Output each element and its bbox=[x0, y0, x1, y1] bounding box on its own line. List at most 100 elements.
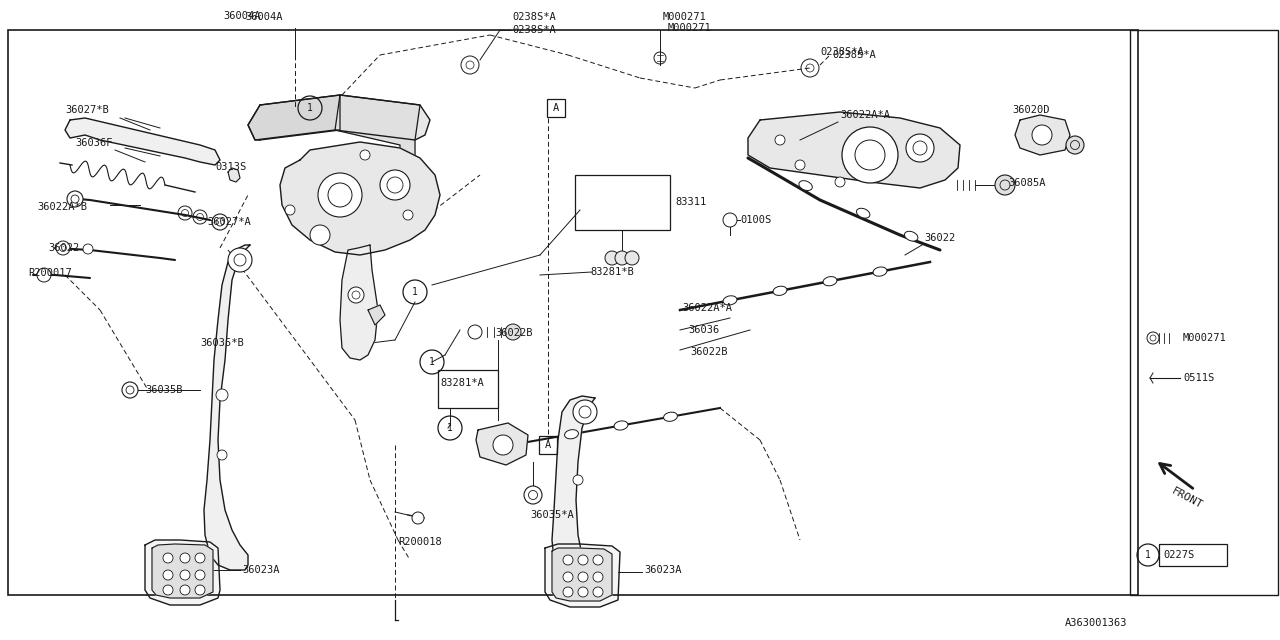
Text: 36023A: 36023A bbox=[644, 565, 681, 575]
Bar bbox=[1158, 544, 1228, 566]
Circle shape bbox=[163, 570, 173, 580]
Circle shape bbox=[180, 570, 189, 580]
Ellipse shape bbox=[799, 180, 813, 191]
Ellipse shape bbox=[723, 296, 737, 305]
Circle shape bbox=[310, 225, 330, 245]
Bar bbox=[539, 436, 557, 454]
Ellipse shape bbox=[614, 421, 628, 430]
Circle shape bbox=[212, 214, 228, 230]
Text: 1: 1 bbox=[429, 357, 435, 367]
Polygon shape bbox=[145, 540, 220, 605]
Text: 0100S: 0100S bbox=[740, 215, 772, 225]
Text: R200017: R200017 bbox=[28, 268, 72, 278]
Polygon shape bbox=[545, 544, 620, 607]
Circle shape bbox=[163, 553, 173, 563]
Polygon shape bbox=[248, 95, 340, 140]
Polygon shape bbox=[204, 245, 250, 570]
Ellipse shape bbox=[873, 267, 887, 276]
Circle shape bbox=[563, 555, 573, 565]
Polygon shape bbox=[1015, 115, 1070, 155]
Circle shape bbox=[795, 160, 805, 170]
Circle shape bbox=[195, 553, 205, 563]
Bar bbox=[547, 99, 564, 117]
Text: 1: 1 bbox=[412, 287, 419, 297]
Circle shape bbox=[163, 585, 173, 595]
Text: 36036: 36036 bbox=[689, 325, 719, 335]
Circle shape bbox=[579, 572, 588, 582]
Polygon shape bbox=[335, 95, 420, 185]
Text: 36004A: 36004A bbox=[223, 11, 261, 21]
Circle shape bbox=[995, 175, 1015, 195]
Text: 36036F: 36036F bbox=[76, 138, 113, 148]
Circle shape bbox=[723, 213, 737, 227]
Circle shape bbox=[285, 205, 294, 215]
Text: 36022: 36022 bbox=[49, 243, 79, 253]
Text: 0313S: 0313S bbox=[215, 162, 246, 172]
Ellipse shape bbox=[856, 208, 870, 218]
Ellipse shape bbox=[905, 231, 918, 241]
Circle shape bbox=[195, 570, 205, 580]
Text: 36020D: 36020D bbox=[1012, 105, 1050, 115]
Bar bbox=[438, 370, 498, 408]
Circle shape bbox=[67, 191, 83, 207]
Circle shape bbox=[506, 324, 521, 340]
Text: FRONT: FRONT bbox=[1170, 486, 1204, 510]
Polygon shape bbox=[552, 396, 595, 582]
Circle shape bbox=[403, 210, 413, 220]
Circle shape bbox=[835, 177, 845, 187]
Circle shape bbox=[614, 251, 628, 265]
Circle shape bbox=[493, 435, 513, 455]
Polygon shape bbox=[65, 118, 220, 165]
Text: M000271: M000271 bbox=[668, 23, 712, 33]
Text: 0227S: 0227S bbox=[1164, 550, 1194, 560]
Polygon shape bbox=[552, 548, 612, 601]
Circle shape bbox=[56, 241, 70, 255]
Circle shape bbox=[1032, 125, 1052, 145]
Circle shape bbox=[524, 486, 541, 504]
Polygon shape bbox=[228, 168, 241, 182]
Polygon shape bbox=[748, 112, 960, 188]
Text: 0511S: 0511S bbox=[1183, 373, 1215, 383]
Circle shape bbox=[593, 587, 603, 597]
Polygon shape bbox=[152, 544, 212, 598]
Text: R200018: R200018 bbox=[398, 537, 442, 547]
Ellipse shape bbox=[564, 429, 579, 439]
Circle shape bbox=[774, 135, 785, 145]
Polygon shape bbox=[248, 95, 430, 140]
Text: 36022B: 36022B bbox=[495, 328, 532, 338]
Text: A363001363: A363001363 bbox=[1065, 618, 1128, 628]
Text: 36022A*A: 36022A*A bbox=[840, 110, 890, 120]
Circle shape bbox=[228, 248, 252, 272]
Circle shape bbox=[180, 553, 189, 563]
Bar bbox=[8, 30, 1138, 595]
Text: 36022A*B: 36022A*B bbox=[37, 202, 87, 212]
Circle shape bbox=[180, 585, 189, 595]
Circle shape bbox=[593, 572, 603, 582]
Text: 36035B: 36035B bbox=[145, 385, 183, 395]
Circle shape bbox=[593, 555, 603, 565]
Bar bbox=[575, 175, 669, 230]
Text: 36023A: 36023A bbox=[242, 565, 279, 575]
Text: 83311: 83311 bbox=[675, 197, 707, 207]
Ellipse shape bbox=[773, 286, 787, 296]
Circle shape bbox=[605, 251, 620, 265]
Text: 36004A: 36004A bbox=[244, 12, 283, 22]
Circle shape bbox=[563, 572, 573, 582]
Circle shape bbox=[317, 173, 362, 217]
Circle shape bbox=[1147, 332, 1158, 344]
Circle shape bbox=[216, 389, 228, 401]
Text: M000271: M000271 bbox=[663, 12, 707, 22]
Text: A: A bbox=[545, 440, 552, 450]
Circle shape bbox=[842, 127, 899, 183]
Circle shape bbox=[579, 555, 588, 565]
Text: 0238S*A: 0238S*A bbox=[820, 47, 864, 57]
Text: 83281*B: 83281*B bbox=[590, 267, 634, 277]
Polygon shape bbox=[369, 305, 385, 325]
Text: 36027*A: 36027*A bbox=[207, 217, 251, 227]
Circle shape bbox=[563, 587, 573, 597]
Circle shape bbox=[625, 251, 639, 265]
Circle shape bbox=[37, 268, 51, 282]
Circle shape bbox=[83, 244, 93, 254]
Circle shape bbox=[468, 325, 483, 339]
Text: 36085A: 36085A bbox=[1009, 178, 1046, 188]
